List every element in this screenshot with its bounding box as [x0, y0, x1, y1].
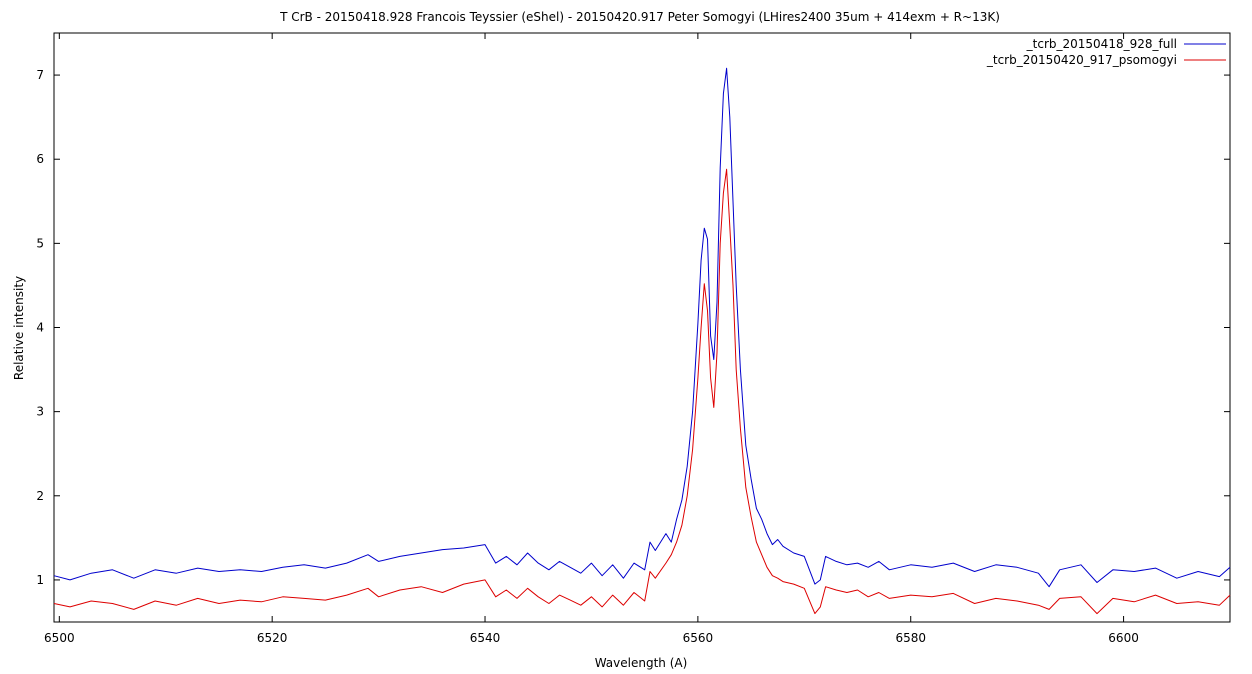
- y-tick-label: 5: [36, 236, 44, 250]
- x-tick-label: 6560: [683, 631, 714, 645]
- legend-label-full: _tcrb_20150418_928_full: [1026, 37, 1177, 51]
- y-tick-label: 7: [36, 68, 44, 82]
- series-line-full: [53, 67, 1231, 588]
- x-tick-label: 6520: [257, 631, 288, 645]
- y-tick-label: 2: [36, 489, 44, 503]
- x-tick-label: 6600: [1108, 631, 1139, 645]
- y-axis-label: Relative intensity: [12, 276, 26, 380]
- y-tick-label: 6: [36, 152, 44, 166]
- y-axis-ticks: 1 2 3 4 5 6 7: [36, 68, 1230, 587]
- plot-frame: [53, 32, 1231, 623]
- x-axis-ticks: 6500 6520 6540 6560 6580 6600: [44, 33, 1139, 645]
- y-tick-label: 1: [36, 573, 44, 587]
- x-tick-label: 6540: [470, 631, 501, 645]
- x-tick-label: 6580: [895, 631, 926, 645]
- y-tick-label: 4: [36, 321, 44, 335]
- chart-title: T CrB - 20150418.928 Francois Teyssier (…: [279, 10, 1000, 24]
- legend-label-psomogyi: _tcrb_20150420_917_psomogyi: [986, 53, 1177, 67]
- y-tick-label: 3: [36, 405, 44, 419]
- legend: _tcrb_20150418_928_full _tcrb_20150420_9…: [986, 37, 1226, 67]
- x-axis-label: Wavelength (A): [595, 656, 688, 670]
- series-line-psomogyi: [53, 168, 1231, 615]
- series-layer: [53, 67, 1231, 615]
- x-tick-label: 6500: [44, 631, 75, 645]
